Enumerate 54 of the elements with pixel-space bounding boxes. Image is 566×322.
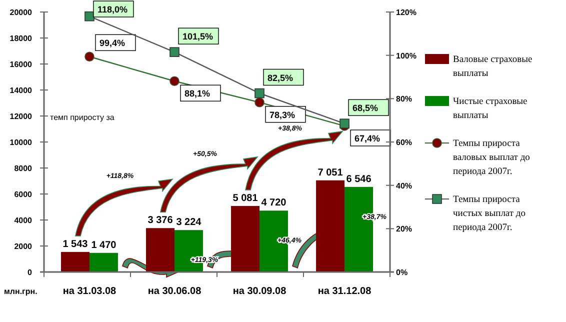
point xyxy=(170,47,180,57)
data-label: 78,3% xyxy=(270,110,296,120)
data-label: 68,5% xyxy=(352,103,378,114)
data-label: 5 081 xyxy=(232,192,258,204)
y-tick-label: 8000 xyxy=(14,164,33,173)
data-label: 101,5% xyxy=(182,32,214,42)
y-tick-label: 2000 xyxy=(14,242,33,251)
y2-tick-label: 60% xyxy=(396,138,412,147)
point xyxy=(340,118,350,128)
y2-tick-label: 40% xyxy=(396,181,412,190)
data-label: 3 376 xyxy=(148,215,174,226)
legend-label: Валовые страховые выплаты xyxy=(453,55,532,79)
data-label: 7 051 xyxy=(318,167,344,178)
data-label: 4 720 xyxy=(261,198,287,209)
data-label: 3 224 xyxy=(176,217,202,228)
point xyxy=(84,52,94,62)
x-axis-title: млн.грн. xyxy=(4,287,38,296)
y-tick-label: 6000 xyxy=(14,190,33,199)
bar xyxy=(231,206,260,272)
x-tick-label: на 30.09.08 xyxy=(232,286,287,297)
y2-tick-label: 80% xyxy=(396,94,412,104)
y-tick-label: 20000 xyxy=(10,8,33,17)
y-tick-label: 4000 xyxy=(14,216,33,225)
data-label: 6 546 xyxy=(346,174,372,185)
annotation: темп приросту за xyxy=(50,113,115,122)
y-tick-label: 0 xyxy=(28,268,33,277)
x-tick-label: на 31.12.08 xyxy=(318,286,372,297)
x-tick-label: на 31.03.08 xyxy=(62,286,117,297)
legend-label: Чистые страховые выплаты xyxy=(453,97,528,121)
point xyxy=(254,88,264,98)
legend-label: Темпы прироста чистых выплат до периода 2007г. xyxy=(453,195,526,233)
y-tick-label: 14000 xyxy=(10,86,33,95)
y-tick-label: 16000 xyxy=(10,60,33,69)
legend-label: Темпы прироста валовых выплат до периода 2007г. xyxy=(453,139,530,177)
y2-tick-label: 100% xyxy=(396,51,416,60)
point xyxy=(84,11,94,22)
data-label: 67,4% xyxy=(354,133,380,144)
y-tick-label: 10000 xyxy=(10,138,33,147)
data-label: 88,1% xyxy=(184,88,210,99)
point xyxy=(254,97,264,108)
y2-tick-label: 120% xyxy=(396,8,416,17)
data-label: 1 543 xyxy=(62,238,88,250)
point xyxy=(170,76,180,86)
y2-tick-label: 20% xyxy=(396,224,412,234)
bar xyxy=(61,252,90,272)
data-label: 99,4% xyxy=(99,38,126,48)
data-label: 118,0% xyxy=(97,4,128,14)
y-tick-label: 12000 xyxy=(10,112,33,121)
data-label: 82,5% xyxy=(268,72,294,83)
bar xyxy=(89,252,118,272)
x-tick-label: на 30.06.08 xyxy=(148,286,202,297)
data-label: 1 470 xyxy=(91,240,117,251)
y-tick-label: 18000 xyxy=(10,34,33,43)
y2-tick-label: 0% xyxy=(396,268,408,277)
